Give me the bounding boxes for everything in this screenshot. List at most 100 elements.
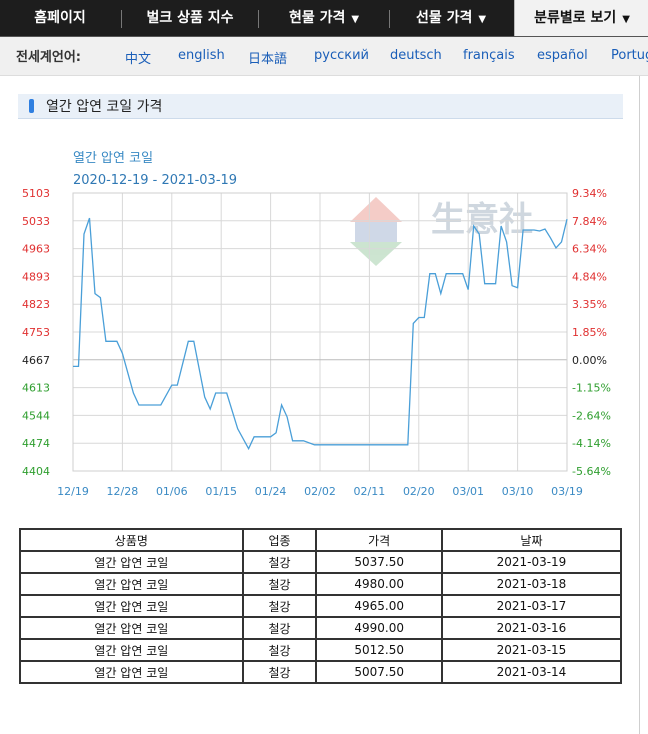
watermark-text: 生意社 <box>431 200 533 240</box>
x-tick-label: 01/06 <box>156 485 188 498</box>
chevron-down-icon: ▼ <box>478 14 487 25</box>
chart-subtitle: 2020-12-19 - 2021-03-19 <box>73 173 237 188</box>
table-row: 열간 압연 코일 철강 5012.50 2021-03-15 <box>19 638 623 662</box>
chevron-down-icon: ▼ <box>351 14 360 25</box>
lang-russian[interactable]: русский <box>314 48 369 63</box>
y-tick-label-left: 4404 <box>22 465 50 478</box>
x-tick-label: 01/24 <box>255 485 287 498</box>
nav-spot-price-label: 현물 가격 <box>288 10 346 26</box>
lang-chinese[interactable]: 中文 <box>125 52 152 67</box>
nav-category-view[interactable]: 분류별로 보기 ▼ <box>514 0 648 36</box>
x-tick-label: 02/02 <box>304 485 336 498</box>
lang-english[interactable]: english <box>178 48 225 63</box>
y-tick-label-left: 4963 <box>22 243 50 256</box>
y-tick-label-left: 4667 <box>22 354 50 367</box>
table-row: 열간 압연 코일 철강 5007.50 2021-03-14 <box>19 660 623 684</box>
table-cell: 철강 <box>241 638 318 662</box>
y-tick-label-right: -1.15% <box>572 382 611 395</box>
table-cell: 2021-03-19 <box>440 550 623 574</box>
table-cell: 열간 압연 코일 <box>19 550 244 574</box>
section-header: 열간 압연 코일 가격 <box>18 94 623 119</box>
table-header-cell: 가격 <box>315 528 443 552</box>
nav-spot-price[interactable]: 현물 가격 ▼ <box>259 0 389 36</box>
table-cell: 열간 압연 코일 <box>19 660 244 684</box>
y-tick-label-right: -5.64% <box>572 465 611 478</box>
lang-portuguese[interactable]: Portug <box>611 48 648 63</box>
table-cell: 열간 압연 코일 <box>19 572 244 596</box>
y-tick-label-right: -2.64% <box>572 409 611 422</box>
lang-french[interactable]: français <box>463 48 515 63</box>
y-tick-label-right: 3.35% <box>572 298 607 311</box>
table-header-cell: 상품명 <box>19 528 244 552</box>
price-series-line <box>73 217 568 451</box>
content-border <box>639 76 640 734</box>
section-title: 열간 압연 코일 가격 <box>46 99 163 115</box>
nav-divider <box>258 10 259 28</box>
y-tick-label-right: -4.14% <box>572 437 611 450</box>
y-tick-label-left: 4893 <box>22 270 50 283</box>
y-tick-label-right: 4.84% <box>572 270 607 283</box>
nav-divider <box>121 10 122 28</box>
language-label: 전세계언어: <box>16 50 81 65</box>
language-bar: 전세계언어: 中文 english 日本語 русский deutsch fr… <box>0 37 648 76</box>
y-tick-label-right: 7.84% <box>572 215 607 228</box>
lang-german[interactable]: deutsch <box>390 48 442 63</box>
x-tick-label: 03/10 <box>502 485 534 498</box>
watermark-shape <box>355 222 397 242</box>
table-cell: 철강 <box>241 550 318 574</box>
y-tick-label-left: 5033 <box>22 215 50 228</box>
x-tick-label: 12/28 <box>107 485 139 498</box>
x-tick-label: 02/11 <box>354 485 386 498</box>
y-tick-label-left: 4753 <box>22 326 50 339</box>
table-row: 열간 압연 코일 철강 4965.00 2021-03-17 <box>19 594 623 618</box>
nav-divider <box>389 10 390 28</box>
x-tick-label: 03/19 <box>551 485 583 498</box>
y-tick-label-right: 1.85% <box>572 326 607 339</box>
chevron-down-icon: ▼ <box>622 14 630 25</box>
x-tick-label: 02/20 <box>403 485 435 498</box>
table-cell: 5007.50 <box>315 660 443 684</box>
table-body: 열간 압연 코일 철강 5037.50 2021-03-19 열간 압연 코일 철강 498… <box>19 550 623 684</box>
table-cell: 4980.00 <box>315 572 443 596</box>
x-tick-label: 12/19 <box>57 485 89 498</box>
y-tick-label-left: 4823 <box>22 298 50 311</box>
section-marker <box>29 99 34 113</box>
table-cell: 철강 <box>241 572 318 596</box>
y-tick-label-left: 4544 <box>22 409 50 422</box>
table-cell: 2021-03-16 <box>440 616 623 640</box>
chart-title: 열간 압연 코일 <box>73 151 153 166</box>
price-chart: 生意社 12/19 12/28 01/06 01/15 01/24 02/02 02/11 02… <box>22 151 611 498</box>
lang-japanese[interactable]: 日本語 <box>248 52 288 67</box>
y-tick-label-right: 6.34% <box>572 243 607 256</box>
table-cell: 철강 <box>241 660 318 684</box>
x-tick-label: 01/15 <box>205 485 237 498</box>
table-cell: 2021-03-18 <box>440 572 623 596</box>
table-cell: 2021-03-15 <box>440 638 623 662</box>
table-header-row: 상품명 업종 가격 날짜 <box>19 528 623 552</box>
plot-frame <box>72 192 568 472</box>
nav-futures-price-label: 선물 가격 <box>415 10 473 26</box>
table-cell: 열간 압연 코일 <box>19 594 244 618</box>
table-row: 열간 압연 코일 철강 5037.50 2021-03-19 <box>19 550 623 574</box>
y-tick-label-left: 4474 <box>22 437 50 450</box>
table-header-cell: 업종 <box>241 528 318 552</box>
table-cell: 철강 <box>241 594 318 618</box>
x-tick-label: 03/01 <box>452 485 484 498</box>
watermark-shape <box>350 242 402 266</box>
nav-home[interactable]: 홈페이지 <box>34 10 86 26</box>
price-table: 상품명 업종 가격 날짜 열간 압연 코일 철강 5037.50 2021-03-19 열간 … <box>19 528 623 684</box>
nav-bulk-index[interactable]: 벌크 상품 지수 <box>146 10 234 26</box>
table-cell: 2021-03-14 <box>440 660 623 684</box>
nav-category-view-label: 분류별로 보기 <box>534 10 617 26</box>
watermark-logo <box>350 197 402 266</box>
nav-futures-price[interactable]: 선물 가격 ▼ <box>390 0 512 36</box>
watermark-shape <box>350 197 402 222</box>
top-nav: 홈페이지 벌크 상품 지수 현물 가격 ▼ 선물 가격 ▼ 분류별로 보기 ▼ <box>0 0 648 37</box>
y-tick-label-left: 4613 <box>22 382 50 395</box>
table-cell: 2021-03-17 <box>440 594 623 618</box>
table-row: 열간 압연 코일 철강 4990.00 2021-03-16 <box>19 616 623 640</box>
table-cell: 5012.50 <box>315 638 443 662</box>
lang-spanish[interactable]: español <box>537 48 588 63</box>
table-cell: 4965.00 <box>315 594 443 618</box>
y-tick-label-right: 9.34% <box>572 187 607 200</box>
